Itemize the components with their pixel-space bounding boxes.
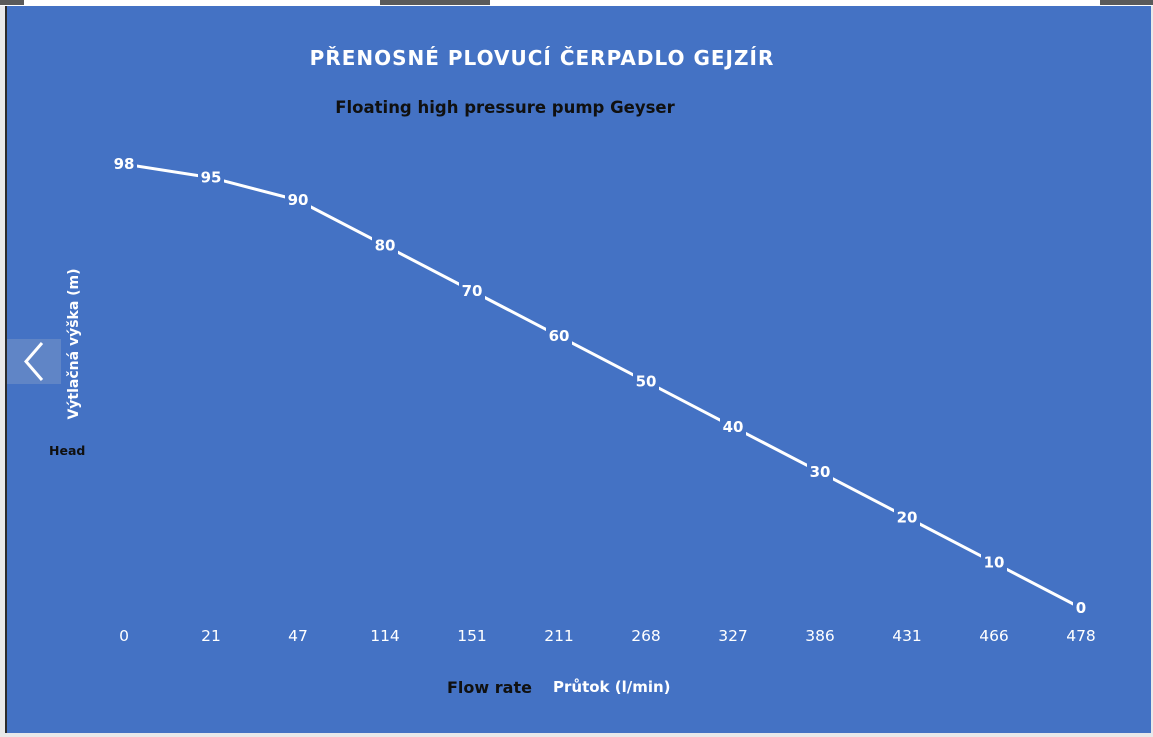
chart-title: PŘENOSNÉ PLOVUCÍ ČERPADLO GEJZÍR [309, 46, 775, 70]
top-strip-segment [380, 0, 490, 5]
data-label-bg [198, 168, 224, 188]
x-tick-label: 211 [544, 627, 574, 645]
x-tick-label: 327 [718, 627, 748, 645]
y-axis-label-english: Head [49, 443, 86, 458]
x-axis-label: Průtok (l/min) [553, 678, 671, 696]
data-label-bg [720, 417, 746, 437]
x-tick-label: 268 [631, 627, 661, 645]
data-label: 30 [810, 463, 831, 481]
data-label-bg [285, 191, 311, 211]
x-tick-label: 21 [201, 627, 221, 645]
data-label: 20 [897, 508, 918, 526]
data-label: 90 [288, 191, 309, 209]
top-strip-segment [1100, 0, 1153, 5]
data-label-bg [372, 236, 398, 256]
data-label: 60 [549, 327, 570, 345]
chart-subtitle: Floating high pressure pump Geyser [335, 98, 675, 117]
data-label: 95 [201, 169, 222, 187]
x-tick-label: 114 [370, 627, 400, 645]
x-tick-label: 466 [979, 627, 1009, 645]
data-label-bg [807, 463, 833, 483]
data-label: 70 [462, 282, 483, 300]
data-label: 98 [114, 155, 135, 173]
data-label-bg [894, 508, 920, 528]
data-label-bg [459, 281, 485, 301]
data-label-bg [633, 372, 659, 392]
x-tick-label: 47 [288, 627, 308, 645]
data-label: 80 [375, 237, 396, 255]
y-axis-label: Výtlačná výška (m) [66, 268, 82, 420]
data-label: 10 [984, 554, 1005, 572]
chart-canvas: 98 95 90 80 70 60 50 40 30 20 10 0 0 21 47 114 151 211 268… [111, 155, 1096, 645]
series-line [123, 162, 1082, 610]
x-tick-label: 151 [457, 627, 487, 645]
data-label-bg [111, 155, 137, 174]
x-tick-label: 478 [1066, 627, 1096, 645]
data-label-bg [546, 327, 572, 347]
chart-panel: 98 95 90 80 70 60 50 40 30 20 10 0 0 21 47 114 151 211 268… [5, 6, 1151, 733]
x-tick-label: 386 [805, 627, 835, 645]
top-strip-segment [0, 0, 24, 5]
data-label-bg [981, 553, 1007, 573]
chevron-left-icon [24, 342, 44, 381]
previous-slide-button[interactable] [7, 339, 61, 384]
data-label-bg [1073, 599, 1089, 618]
x-tick-label: 431 [892, 627, 922, 645]
data-label: 0 [1076, 599, 1086, 617]
data-label: 50 [636, 372, 657, 390]
x-tick-label: 0 [119, 627, 129, 645]
data-label: 40 [723, 418, 744, 436]
x-axis-label-english: Flow rate [447, 678, 532, 697]
window-top-strip [0, 0, 1153, 6]
